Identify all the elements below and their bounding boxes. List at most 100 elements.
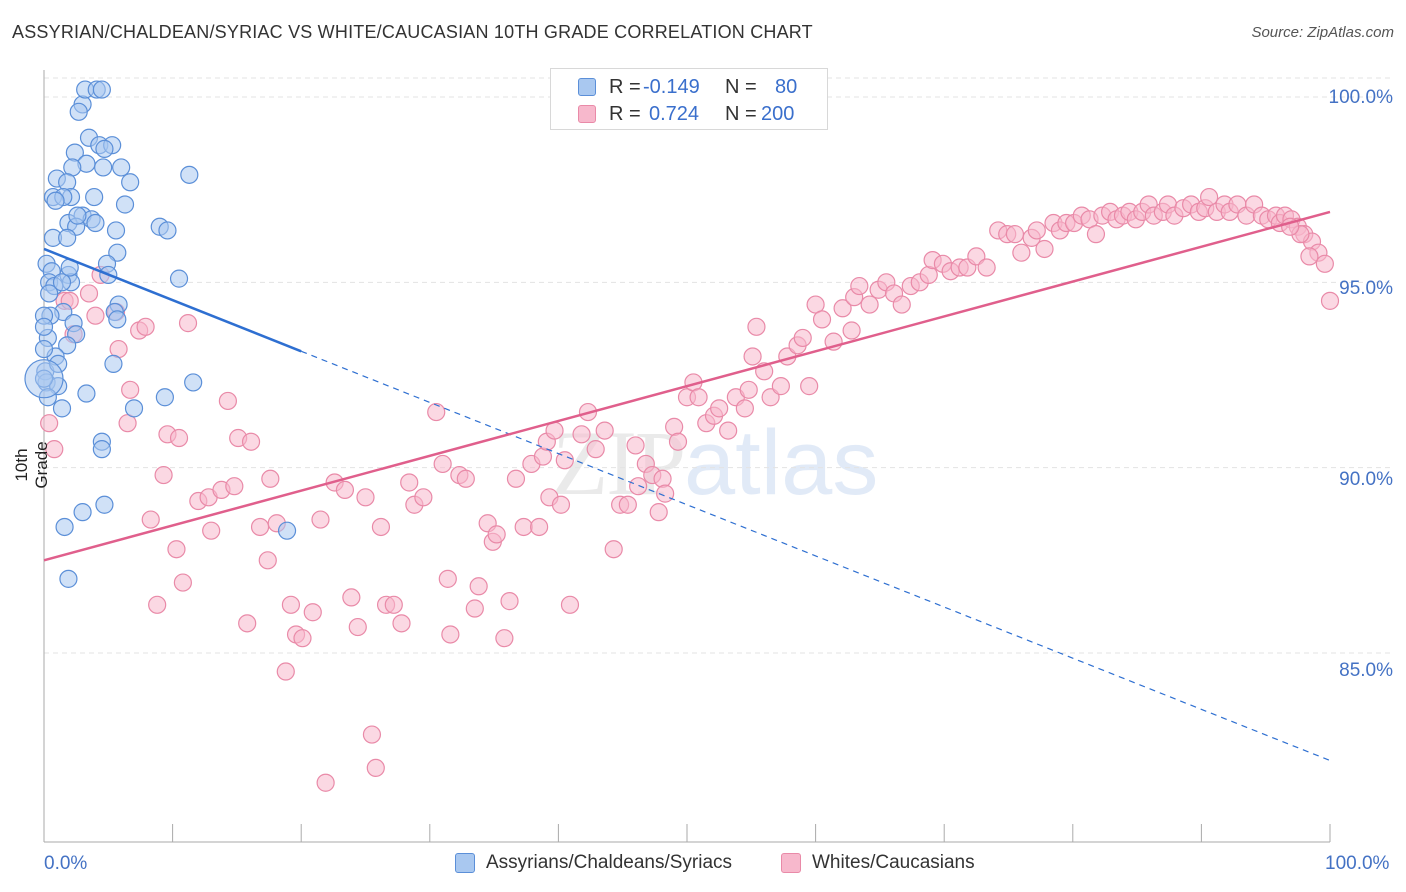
white-point xyxy=(121,380,140,399)
white-point xyxy=(225,477,244,496)
white-point xyxy=(178,314,198,333)
white-point xyxy=(506,469,526,488)
white-point xyxy=(202,521,221,540)
assyrian-point xyxy=(108,243,127,262)
white-point xyxy=(45,440,64,459)
white-point xyxy=(276,662,295,681)
white-point xyxy=(281,595,301,614)
assyrian-point xyxy=(40,284,59,303)
assyrian-point xyxy=(34,317,54,336)
white-point xyxy=(551,495,571,514)
assyrian-point-large xyxy=(24,359,64,399)
legend-label: Assyrians/Chaldeans/Syriacs xyxy=(486,852,733,873)
assyrian-point xyxy=(108,310,127,329)
white-point xyxy=(739,380,758,399)
white-point xyxy=(735,399,754,418)
white-point xyxy=(1027,221,1046,240)
pink-swatch xyxy=(781,853,801,873)
n-label: N = xyxy=(725,103,757,125)
chart-title: ASSYRIAN/CHALDEAN/SYRIAC VS WHITE/CAUCAS… xyxy=(12,22,813,42)
assyrian-point xyxy=(169,269,189,288)
white-point xyxy=(456,469,475,488)
white-point xyxy=(689,388,708,407)
white-point xyxy=(293,629,312,648)
white-point xyxy=(348,617,367,637)
assyrian-point xyxy=(52,399,72,418)
white-point xyxy=(560,595,580,614)
stats-row-blue: R = -0.149 N = 80 xyxy=(551,75,827,101)
white-point xyxy=(173,573,192,592)
assyrian-point xyxy=(277,521,297,540)
white-point xyxy=(469,577,488,596)
white-point xyxy=(833,299,852,318)
n-label: N = xyxy=(725,76,757,98)
legend-label: Whites/Caucasians xyxy=(812,852,975,873)
assyrian-point xyxy=(85,187,104,207)
stats-row-pink: R = 0.724 N = 200 xyxy=(551,102,827,128)
assyrian-point xyxy=(73,503,92,522)
white-point xyxy=(414,488,433,507)
white-point xyxy=(218,391,237,411)
white-point xyxy=(892,295,911,314)
white-point xyxy=(441,625,460,644)
assyrian-point xyxy=(58,228,77,247)
white-point xyxy=(800,377,819,396)
white-point xyxy=(495,629,514,648)
assyrian-point xyxy=(69,102,88,121)
pink-swatch xyxy=(578,105,596,123)
assyrian-point xyxy=(104,354,123,373)
white-point xyxy=(311,510,330,529)
assyrian-point xyxy=(106,221,126,240)
r-label: R = xyxy=(609,103,641,125)
assyrian-point xyxy=(95,139,114,158)
white-point xyxy=(1200,187,1219,207)
assyrian-point xyxy=(77,384,96,403)
n-value: 80 xyxy=(775,76,798,98)
white-point xyxy=(261,469,280,488)
white-point xyxy=(40,414,59,433)
assyrian-point xyxy=(95,495,114,514)
white-point xyxy=(649,503,668,522)
white-trend-line xyxy=(43,210,1331,562)
assyrian-point xyxy=(86,213,105,233)
source-label: Source: ZipAtlas.com xyxy=(1251,24,1394,41)
white-point xyxy=(362,725,382,744)
white-point xyxy=(154,465,173,485)
white-point xyxy=(86,306,105,325)
white-point xyxy=(719,421,738,440)
white-point xyxy=(1315,254,1334,273)
white-point xyxy=(618,495,637,514)
assyrian-point xyxy=(52,273,72,292)
r-value: 0.724 xyxy=(649,103,700,125)
white-point xyxy=(747,317,766,336)
white-point xyxy=(842,321,861,340)
assyrian-point xyxy=(55,517,74,537)
white-point xyxy=(793,328,812,348)
white-point xyxy=(400,473,419,492)
assyrian-point xyxy=(92,80,111,99)
white-point xyxy=(167,540,186,559)
r-value: -0.149 xyxy=(643,76,700,98)
white-point xyxy=(743,347,762,366)
white-point xyxy=(604,540,623,559)
white-point xyxy=(371,517,391,537)
white-point xyxy=(438,569,457,588)
assyrian-point xyxy=(180,165,199,184)
white-point xyxy=(392,614,411,633)
assyrian-point xyxy=(121,173,140,192)
series-legend: Assyrians/Chaldeans/Syriacs Whites/Cauca… xyxy=(0,850,1406,880)
assyrian-point xyxy=(112,158,131,177)
white-point xyxy=(710,399,729,418)
y-tick-label: 90.0% xyxy=(1339,469,1393,490)
white-point xyxy=(356,488,375,507)
assyrian-trend-line xyxy=(43,247,302,353)
white-point xyxy=(1012,243,1031,262)
white-point xyxy=(136,317,155,336)
white-point xyxy=(1320,291,1340,310)
white-point xyxy=(148,595,167,614)
white-point xyxy=(629,477,648,496)
assyrian-point xyxy=(59,569,78,588)
y-tick-label: 95.0% xyxy=(1339,278,1393,299)
white-point xyxy=(500,592,519,611)
white-point xyxy=(1300,247,1319,266)
